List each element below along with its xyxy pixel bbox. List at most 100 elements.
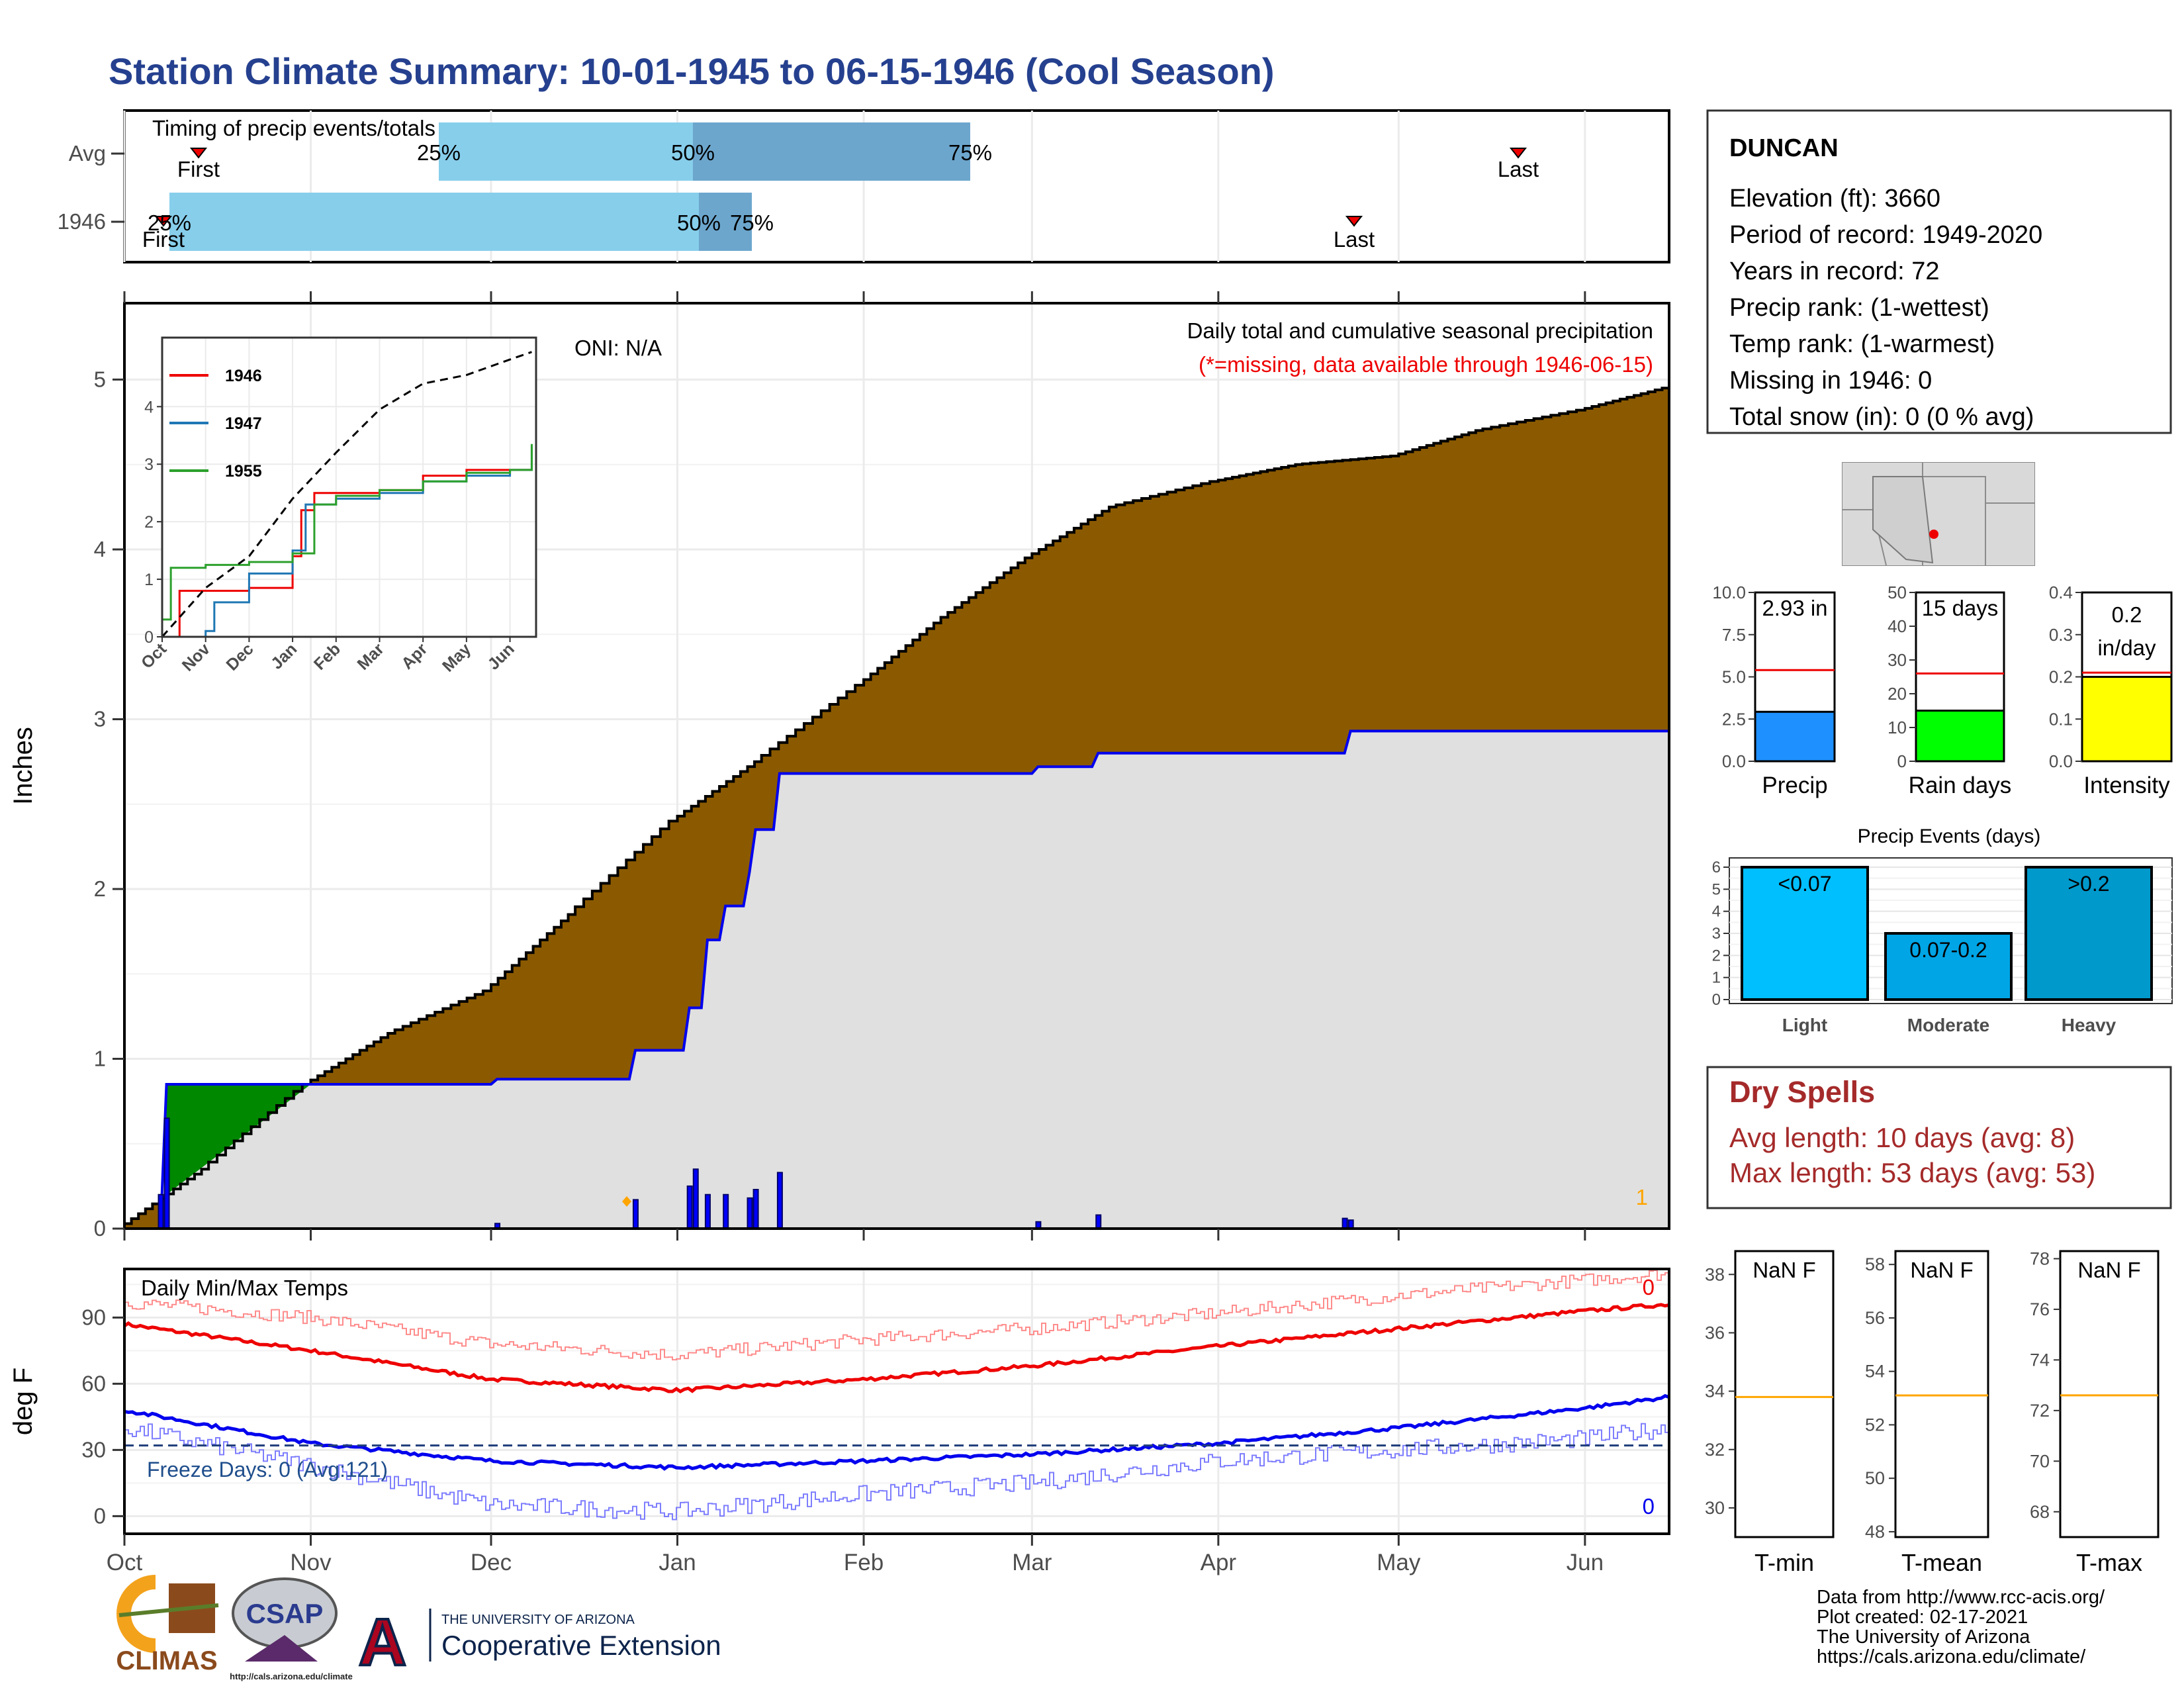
temp-box-tick-label: 58 xyxy=(1865,1254,1885,1274)
temp-ytick-label: 60 xyxy=(81,1371,106,1395)
mini-bar-tick-label: 0.0 xyxy=(2049,751,2073,771)
temp-xtick-label: Mar xyxy=(1012,1550,1052,1575)
mini-bar-tick-label: 0.0 xyxy=(1722,751,1746,771)
avg-first-marker xyxy=(189,148,208,159)
temp-box-value-0: NaN F xyxy=(1752,1258,1815,1282)
precip-ytick-label: 2 xyxy=(94,876,106,901)
temp-box-value-2: NaN F xyxy=(2077,1258,2140,1282)
temp-box-tick-label: 52 xyxy=(1865,1415,1885,1434)
year-bar-50-75 xyxy=(699,193,752,251)
station-name: DUNCAN xyxy=(1729,134,1839,162)
precip-panel-frame xyxy=(123,302,1670,1230)
mini-bar-tick-label: 0 xyxy=(1897,751,1907,771)
temp-xtick-label: Jun xyxy=(1567,1550,1604,1575)
events-ytick-label: 5 xyxy=(1712,880,1721,898)
ua-logo-small-text: THE UNIVERSITY OF ARIZONA xyxy=(441,1613,635,1627)
climas-logo: CLIMAS xyxy=(116,1575,219,1675)
temp-box-label-0: T-min xyxy=(1754,1549,1814,1576)
mini-bar-tick-label: 10 xyxy=(1888,718,1907,737)
timing-panel-label: Timing of precip events/totals xyxy=(152,116,435,140)
inset-ytick-label: 1 xyxy=(144,571,154,589)
inset-bg xyxy=(162,338,536,637)
events-ytick-label: 2 xyxy=(1712,947,1721,964)
temp-series-min_avg xyxy=(124,1393,1670,1471)
temp-box-tick-label: 50 xyxy=(1865,1468,1885,1488)
missing-note: (*=missing, data available through 1946-… xyxy=(1199,352,1653,377)
footer-credits: Data from http://www.rcc-acis.org/ Plot … xyxy=(1817,1587,2105,1667)
events-category-label: Moderate xyxy=(1907,1015,1989,1035)
station-info-box: DUNCAN Elevation (ft): 3660 Period of re… xyxy=(1706,109,2172,434)
temp-xtick-label: Apr xyxy=(1201,1550,1237,1575)
temp-panel-frame xyxy=(123,1268,1670,1535)
inset-ytick-label: 2 xyxy=(144,513,154,532)
footer-line-1: Data from http://www.rcc-acis.org/ xyxy=(1817,1587,2105,1608)
avg-bar-50-75 xyxy=(693,122,970,181)
seasonal-temp-boxes: 30 32 34 36 38 NaN F T-min 48 50 52 54 56 58 NaN F T-m… xyxy=(1705,1248,2160,1576)
station-years: Years in record: 72 xyxy=(1729,258,1940,285)
dry-spells-avg: Avg length: 10 days (avg: 8) xyxy=(1729,1122,2075,1153)
mini-bar-tick-label: 7.5 xyxy=(1722,625,1746,645)
mini-bar-value-label-0: 2.93 in xyxy=(1762,596,1827,620)
temp-xtick-label: May xyxy=(1377,1550,1421,1575)
events-ytick-label: 1 xyxy=(1712,969,1721,987)
temp-ytick-label: 90 xyxy=(81,1305,106,1329)
min-count: 0 xyxy=(1643,1494,1655,1519)
mini-bar-value-label-2: 0.2 xyxy=(2112,602,2142,627)
timing-panel: Timing of precip events/totals Avg 1946 … xyxy=(58,109,1670,263)
inset-frame xyxy=(161,336,537,638)
temp-xtick-label: Jan xyxy=(659,1550,696,1575)
daily-precip-bar xyxy=(686,1185,693,1230)
mini-bar-tick-label: 2.5 xyxy=(1722,709,1746,729)
freeze-days-label: Freeze Days: 0 (Avg:121) xyxy=(147,1458,388,1481)
events-ytick-label: 0 xyxy=(1712,991,1721,1009)
station-elevation: Elevation (ft): 3660 xyxy=(1729,185,1940,212)
temp-xtick-label: Oct xyxy=(107,1550,143,1575)
map-arizona xyxy=(1872,476,1934,564)
mini-bar-tick-label: 30 xyxy=(1888,650,1907,670)
precip-events-chart: Precip Events (days) <0.07 Light 0.07-0.2 M… xyxy=(1712,825,2173,1035)
precip-ytick-label: 5 xyxy=(94,367,106,391)
footer-line-3: The University of Arizona xyxy=(1817,1626,2030,1648)
daily-precip-bar xyxy=(632,1199,639,1230)
temp-box-tick-label: 56 xyxy=(1865,1308,1885,1328)
temp-box-tick-label: 78 xyxy=(2030,1248,2050,1268)
temp-box-frame-2 xyxy=(2059,1250,2160,1538)
precip-ytick-label: 1 xyxy=(94,1046,106,1070)
mini-bar-tick-label: 50 xyxy=(1888,583,1907,602)
mini-bar-tick-label: 40 xyxy=(1888,616,1907,636)
station-location-dot xyxy=(1929,530,1938,539)
temp-panel-bg xyxy=(124,1269,1669,1534)
precip-ytick-label: 3 xyxy=(94,706,106,731)
avg-cumulative-line xyxy=(124,387,1669,1225)
mini-bar-value-2 xyxy=(2081,676,2173,763)
year-first-label: First xyxy=(142,227,185,252)
temp-series-max_avg xyxy=(123,1303,1670,1393)
temp-box-value-1: NaN F xyxy=(1910,1258,1973,1282)
inset-ytick-label: 4 xyxy=(144,398,154,416)
temp-box-tick-label: 74 xyxy=(2030,1350,2050,1370)
timing-row-year-label: 1946 xyxy=(58,209,106,234)
events-bar-moderate xyxy=(1884,932,2013,1001)
year-last-marker xyxy=(1345,216,1363,227)
dry-spells-max: Max length: 53 days (avg: 53) xyxy=(1729,1157,2095,1188)
timing-row-avg-label: Avg xyxy=(69,141,106,165)
inset-legend-label: 1947 xyxy=(225,414,262,433)
temp-box-tick-label: 34 xyxy=(1705,1382,1725,1401)
station-temp-rank: Temp rank: (1-warmest) xyxy=(1729,330,1995,358)
temp-ylabel: deg F xyxy=(9,1368,38,1435)
temp-box-tick-label: 30 xyxy=(1705,1498,1725,1518)
inset-series-avg xyxy=(161,351,532,637)
temp-ytick-label: 30 xyxy=(81,1437,106,1462)
temp-xtick-label: Nov xyxy=(290,1550,332,1575)
precip-events-title: Precip Events (days) xyxy=(1858,825,2041,847)
locator-map xyxy=(1842,462,2035,566)
avg-first-label: First xyxy=(177,157,220,181)
mini-bar-tick-label: 0.4 xyxy=(2049,583,2073,602)
map-land xyxy=(1843,463,2034,565)
events-bar-light xyxy=(1741,866,1869,1001)
temp-series-min_record xyxy=(124,1423,1670,1521)
page-title: Station Climate Summary: 10-01-1945 to 0… xyxy=(109,50,1275,92)
temp-box-frame-1 xyxy=(1894,1250,1989,1538)
temp-series-max_record xyxy=(124,1270,1670,1361)
